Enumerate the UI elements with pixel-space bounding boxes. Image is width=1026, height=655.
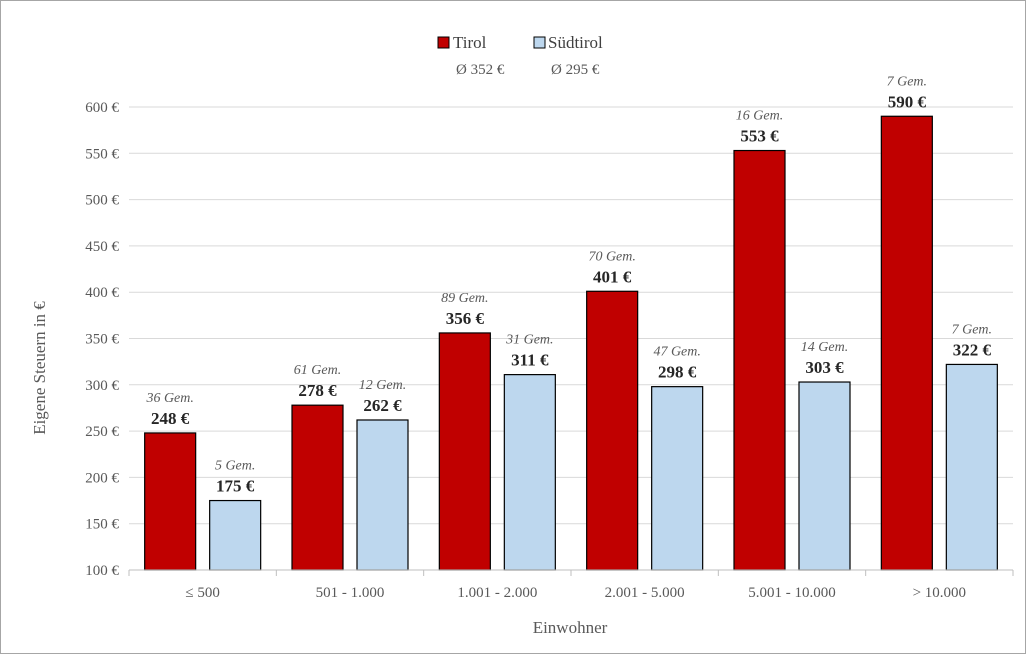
value-label: 356 € — [446, 309, 485, 328]
value-label: 590 € — [888, 92, 927, 111]
bars — [144, 115, 998, 571]
y-tick-label: 400 € — [85, 285, 119, 301]
legend: Tirol Ø 352 € Südtirol Ø 295 € — [437, 33, 603, 78]
value-label: 401 € — [593, 267, 632, 286]
y-tick-label: 450 € — [85, 239, 119, 255]
y-tick-label: 550 € — [85, 146, 119, 162]
count-label: 12 Gem. — [359, 378, 406, 393]
y-tick-label: 250 € — [85, 424, 119, 440]
legend-average: Ø 295 € — [551, 62, 600, 78]
bar-tirol — [586, 290, 639, 571]
bar-tirol — [880, 115, 933, 571]
value-label: 298 € — [658, 363, 697, 382]
value-label: 262 € — [363, 396, 402, 415]
count-label: 70 Gem. — [588, 249, 635, 264]
bar-südtirol — [945, 363, 998, 571]
bar-tirol — [438, 332, 491, 571]
x-tick-label: 5.001 - 10.000 — [748, 585, 836, 601]
x-tick-label: ≤ 500 — [185, 585, 219, 601]
x-tick-label: > 10.000 — [913, 585, 966, 601]
count-label: 61 Gem. — [294, 363, 341, 378]
y-tick-label: 150 € — [85, 517, 119, 533]
count-label: 31 Gem. — [505, 333, 553, 348]
gridlines — [129, 106, 1013, 525]
bar-südtirol — [651, 386, 704, 571]
count-label: 5 Gem. — [215, 459, 255, 474]
count-label: 36 Gem. — [145, 391, 193, 406]
bar-südtirol — [356, 419, 409, 571]
value-label: 303 € — [805, 358, 844, 377]
legend-average: Ø 352 € — [456, 62, 505, 78]
x-tick-label: 1.001 - 2.000 — [457, 585, 537, 601]
bar-tirol — [733, 149, 786, 571]
bar-südtirol — [503, 374, 556, 571]
count-label: 16 Gem. — [736, 109, 783, 124]
value-label: 248 € — [151, 409, 190, 428]
count-label: 89 Gem. — [441, 291, 488, 306]
value-label: 278 € — [298, 381, 337, 400]
value-label: 175 € — [216, 477, 255, 496]
value-label: 322 € — [953, 340, 992, 359]
value-label: 311 € — [511, 351, 549, 370]
x-tick-label: 2.001 - 5.000 — [605, 585, 685, 601]
y-tick-label: 500 € — [85, 193, 119, 209]
value-label: 553 € — [740, 127, 779, 146]
axes: 100 € 150 € 200 € 250 € 300 € 350 € 400 € 450 €… — [85, 100, 1014, 601]
count-label: 7 Gem. — [952, 322, 992, 337]
bar-südtirol — [798, 381, 851, 571]
y-tick-label: 200 € — [85, 470, 119, 486]
legend-label: Südtirol — [548, 33, 603, 52]
legend-label: Tirol — [453, 33, 487, 52]
y-tick-label: 300 € — [85, 378, 119, 394]
bar-tirol — [144, 432, 197, 571]
y-tick-label: 100 € — [85, 563, 119, 579]
count-label: 47 Gem. — [653, 345, 700, 360]
count-label: 7 Gem. — [887, 74, 927, 89]
data-labels: 248 € 36 Gem. 175 € 5 Gem. 278 € 61 Gem. 262 €… — [145, 74, 992, 495]
count-label: 14 Gem. — [801, 340, 848, 355]
legend-swatch-südtirol — [533, 36, 546, 49]
y-axis-title: Eigene Steuern in € — [30, 301, 49, 435]
bar-südtirol — [209, 499, 262, 571]
y-tick-label: 600 € — [85, 100, 119, 116]
x-tick-label: 501 - 1.000 — [316, 585, 385, 601]
bar-tirol — [291, 404, 344, 571]
x-axis-title: Einwohner — [533, 618, 608, 637]
legend-swatch-tirol — [437, 36, 450, 49]
y-tick-label: 350 € — [85, 332, 119, 348]
